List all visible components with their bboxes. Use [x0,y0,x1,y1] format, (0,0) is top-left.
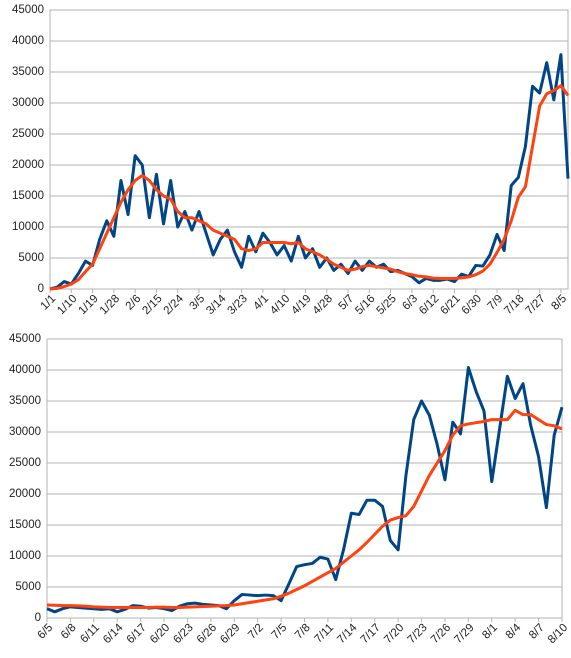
x-tick-label: 6/21 [438,293,462,317]
series-line [49,53,570,291]
y-tick-label: 10000 [9,550,41,562]
y-tick-label: 5000 [18,252,44,264]
x-tick-label: 3/23 [226,293,250,317]
x-tick-label: 5/25 [375,293,399,317]
x-tick-label: 7/26 [429,622,453,646]
x-tick-label: 7/17 [359,622,383,646]
x-tick-label: 6/11 [78,622,102,646]
x-tick-label: 7/11 [312,622,336,646]
x-tick-label: 8/7 [527,622,547,642]
x-tick-label: 7/23 [405,622,429,646]
y-tick-label: 0 [38,283,44,295]
x-tick-label: 1/19 [77,293,101,317]
y-tick-label: 25000 [9,457,41,469]
y-tick-label: 10000 [12,221,44,233]
y-tick-label: 25000 [12,128,44,140]
y-tick-label: 35000 [12,66,44,78]
x-tick-label: 6/26 [195,622,219,646]
x-tick-label: 3/14 [204,292,229,317]
x-tick-label: 6/20 [148,622,172,646]
y-tick-label: 15000 [9,519,41,531]
x-tick-label: 7/20 [382,622,406,646]
y-tick-label: 45000 [9,333,41,345]
y-tick-label: 30000 [12,97,44,109]
x-tick-label: 6/17 [125,622,149,646]
x-tick-label: 2/15 [140,293,164,317]
y-tick-label: 20000 [12,159,44,171]
x-tick-label: 8/10 [546,622,570,646]
x-tick-label: 8/5 [549,293,569,313]
x-tick-label: 7/5 [270,622,290,642]
x-tick-label: 8/4 [504,621,524,641]
y-tick-label: 20000 [9,488,41,500]
x-tick-label: 7/14 [335,621,360,646]
x-tick-label: 7/2 [246,622,266,642]
y-tick-label: 30000 [9,426,41,438]
x-tick-label: 1/28 [98,293,122,317]
plot-frame [49,9,569,290]
y-tick-label: 35000 [9,395,41,407]
series-line [49,84,570,291]
y-tick-label: 15000 [12,190,44,202]
series-line [46,408,563,609]
x-tick-label: 4/28 [311,293,335,317]
x-tick-label: 4/10 [268,293,292,317]
x-tick-label: 7/27 [524,293,548,317]
x-tick-label: 1/10 [55,293,79,317]
x-tick-label: 6/8 [59,622,79,642]
plot-frame [46,338,563,619]
x-tick-label: 8/1 [480,622,500,642]
x-tick-label: 6/12 [417,293,441,317]
y-tick-label: 5000 [15,581,41,593]
x-tick-label: 5/16 [353,293,377,317]
y-tick-label: 0 [35,612,41,624]
x-tick-label: 7/8 [293,622,313,642]
x-tick-label: 7/29 [452,622,476,646]
x-tick-label: 6/30 [460,293,484,317]
x-tick-label: 2/24 [162,292,187,317]
x-tick-label: 6/5 [35,622,55,642]
x-tick-label: 4/19 [289,293,313,317]
y-tick-label: 40000 [9,364,41,376]
x-tick-label: 7/18 [502,293,526,317]
series-line [46,366,564,614]
y-tick-label: 45000 [12,4,44,16]
x-tick-label: 6/14 [101,621,126,646]
x-tick-label: 6/29 [218,622,242,646]
y-tick-label: 40000 [12,35,44,47]
x-tick-label: 6/23 [171,622,195,646]
